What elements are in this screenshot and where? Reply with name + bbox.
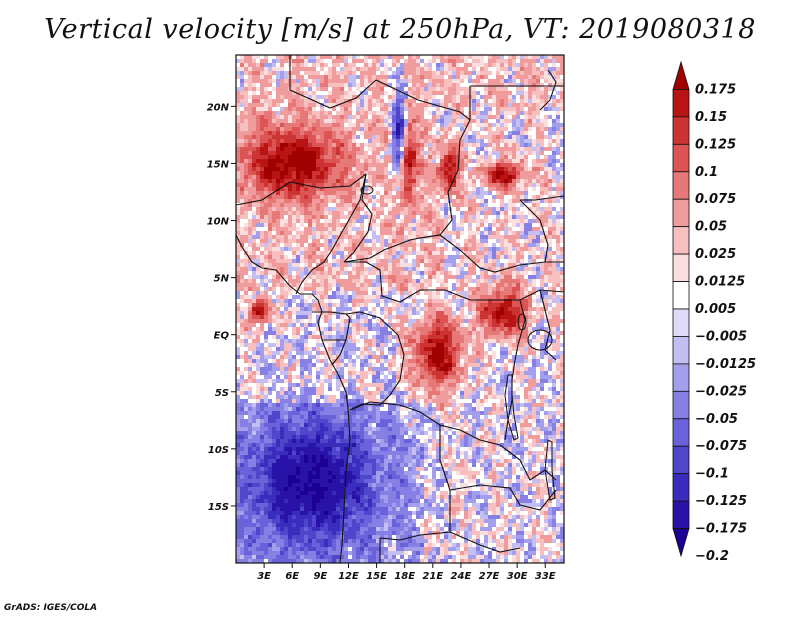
lake-malawi xyxy=(544,439,556,501)
lake-tanganyika xyxy=(504,374,519,441)
colorbar-swatch xyxy=(672,528,690,558)
lake-chad xyxy=(360,185,374,195)
lon-tick-label: 18E xyxy=(394,571,415,582)
lon-tick-label: 12E xyxy=(338,571,359,582)
colorbar-label: 0.1 xyxy=(695,165,718,180)
lat-tick-label: 20N xyxy=(207,102,230,113)
colorbar-swatch xyxy=(672,198,690,228)
colorbar-swatch xyxy=(672,336,690,365)
colorbar: 0.175 0.15 0.125 0.1 0.075 0.05 0.025 0.0125 0.0… xyxy=(672,60,756,564)
colorbar-swatch xyxy=(672,143,690,173)
colorbar-swatch xyxy=(672,418,690,447)
lake-albert xyxy=(517,313,527,331)
border-congo-drc xyxy=(349,311,405,411)
colorbar-label: −0.005 xyxy=(695,329,747,344)
colorbar-label: −0.2 xyxy=(695,549,729,564)
border-namibia xyxy=(379,531,521,563)
colorbar-label: −0.025 xyxy=(695,384,747,399)
lat-tick-label: 5N xyxy=(214,274,230,285)
border-south-sudan-east xyxy=(519,199,549,263)
border-drc-south xyxy=(349,401,557,481)
colorbar-swatch xyxy=(672,308,690,337)
border-drc-east xyxy=(504,299,526,441)
colorbar-swatch xyxy=(672,473,690,502)
border-car-south xyxy=(344,261,564,303)
colorbar-label: 0.0125 xyxy=(695,275,745,290)
border-ethiopia-eritrea xyxy=(539,69,557,111)
border-cameroon-south xyxy=(312,311,361,315)
lake-victoria xyxy=(527,329,553,351)
lon-tick-label: 3E xyxy=(257,571,271,582)
colorbar-label: −0.05 xyxy=(695,412,738,427)
colorbar-label: −0.175 xyxy=(695,522,747,537)
map-frame xyxy=(235,54,565,564)
border-libya-sudan xyxy=(459,86,471,141)
border-nigeria-cameroon xyxy=(295,173,367,295)
colorbar-swatch xyxy=(672,116,690,145)
country-borders xyxy=(236,55,564,563)
axis-ticks: 20N 15N 10N 5N EQ 5S 10S 15S 3E 6E 9E 12E 15E 18E 21E 2… xyxy=(207,102,556,582)
colorbar-label: −0.0125 xyxy=(695,357,756,372)
colorbar-swatch xyxy=(672,445,690,475)
lon-tick-label: 15E xyxy=(366,571,387,582)
colorbar-label: −0.075 xyxy=(695,439,747,454)
colorbar-label: 0.175 xyxy=(695,82,736,97)
border-niger-nigeria xyxy=(236,173,367,206)
lat-tick-label: 15N xyxy=(207,159,230,170)
colorbar-swatch xyxy=(672,226,690,255)
velocity-field xyxy=(236,55,564,563)
lon-tick-label: 30E xyxy=(507,571,528,582)
colorbar-swatch xyxy=(672,390,690,420)
lat-tick-label: 15S xyxy=(208,502,229,513)
border-car-north xyxy=(343,234,564,273)
colorbar-swatch xyxy=(672,253,690,282)
colorbar-label: 0.15 xyxy=(695,110,727,125)
colorbar-label: 0.05 xyxy=(695,220,727,235)
lat-tick-label: 10N xyxy=(207,217,230,228)
colorbar-label: 0.075 xyxy=(695,192,736,207)
border-gabon-congo xyxy=(322,313,351,366)
colorbar-label: 0.005 xyxy=(695,302,736,317)
lakes xyxy=(360,185,556,501)
colorbar-label: −0.125 xyxy=(695,494,747,509)
lon-tick-label: 27E xyxy=(479,571,500,582)
colorbar-swatch xyxy=(672,60,690,90)
border-niger-libya xyxy=(289,55,377,109)
border-uganda-kenya xyxy=(539,289,557,361)
colorbar-label: −0.1 xyxy=(695,467,729,482)
colorbar-swatch xyxy=(672,500,690,529)
colorbar-swatch xyxy=(672,171,690,200)
lon-tick-label: 6E xyxy=(285,571,299,582)
border-chad-libya xyxy=(375,79,471,121)
coastline-west xyxy=(236,234,351,563)
plot-title: Vertical velocity [m/s] at 250hPa, VT: 2… xyxy=(44,14,756,45)
lon-tick-label: 33E xyxy=(535,571,556,582)
lon-tick-label: 9E xyxy=(313,571,327,582)
colorbar-label: 0.025 xyxy=(695,247,736,262)
lat-tick-label: 10S xyxy=(208,445,229,456)
grads-credit: GrADS: IGES/COLA xyxy=(4,603,98,613)
lon-tick-label: 24E xyxy=(451,571,472,582)
colorbar-swatch xyxy=(672,281,690,310)
colorbar-swatch xyxy=(672,363,690,392)
lon-tick-label: 21E xyxy=(422,571,443,582)
lat-tick-label: EQ xyxy=(214,331,230,342)
border-zambia xyxy=(449,484,557,511)
border-ethiopia xyxy=(520,195,564,201)
lat-tick-label: 5S xyxy=(215,388,229,399)
colorbar-label: 0.125 xyxy=(695,137,736,152)
border-chad-cameroon xyxy=(343,173,373,263)
colorbar-swatch xyxy=(672,89,690,118)
